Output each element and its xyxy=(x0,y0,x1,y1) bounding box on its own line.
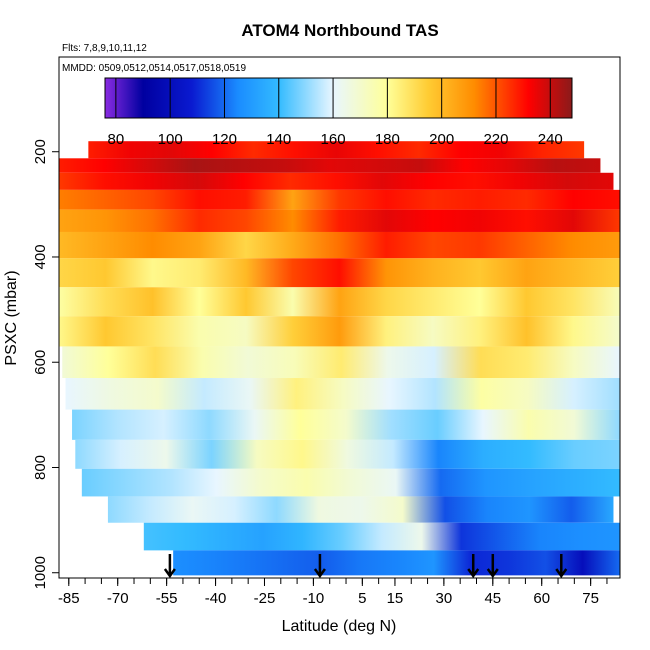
heatmap-band-485 xyxy=(59,287,620,317)
heatmap-band-720 xyxy=(72,409,620,440)
heatmap-band-600 xyxy=(62,346,620,379)
y-tick-label: 200 xyxy=(32,139,49,164)
x-axis-label: Latitude (deg N) xyxy=(282,618,397,635)
dates-subtitle: MMDD: 0509,0512,0514,0517,0518,0519 xyxy=(62,63,246,74)
heatmap-band-775 xyxy=(75,439,620,469)
x-tick-label: 5 xyxy=(358,590,366,607)
flights-subtitle: Flts: 7,8,9,10,11,12 xyxy=(62,43,147,54)
x-tick-label: 75 xyxy=(582,590,599,607)
colorbar-tick-label: 160 xyxy=(321,131,346,148)
x-tick-label: -25 xyxy=(254,590,276,607)
colorbar-tick-label: 120 xyxy=(212,131,237,148)
x-tick-label: -55 xyxy=(156,590,178,607)
colorbar-tick-label: 180 xyxy=(375,131,400,148)
x-tick-label: -70 xyxy=(107,590,129,607)
x-tick-label: 15 xyxy=(387,590,404,607)
colorbar-tick-label: 100 xyxy=(158,131,183,148)
colorbar-tick-label: 240 xyxy=(538,131,563,148)
x-tick-label: -85 xyxy=(58,590,80,607)
y-axis-label: PSXC (mbar) xyxy=(3,270,20,365)
heatmap-band-540 xyxy=(59,316,620,347)
heatmap-band-200 xyxy=(88,141,585,159)
latitude-arrows xyxy=(163,554,568,579)
y-tick-label: 1000 xyxy=(32,556,49,589)
y-tick-label: 400 xyxy=(32,244,49,269)
latitude-arrow xyxy=(313,554,326,579)
heatmap-bands xyxy=(59,141,620,576)
y-axis: 200 400 600 800 1000 xyxy=(32,139,59,589)
colorbar-tick-label: 140 xyxy=(266,131,291,148)
colorbar-gradient xyxy=(104,77,573,119)
y-tick-label: 800 xyxy=(32,455,49,480)
heatmap-band-830 xyxy=(81,468,620,497)
x-axis: -85 -70 -55 -40 -25 -10 5 15 30 45 60 75 xyxy=(58,578,608,607)
x-tick-label: -10 xyxy=(303,590,325,607)
x-tick-label: -40 xyxy=(205,590,227,607)
x-tick-label: 30 xyxy=(436,590,453,607)
latitude-arrow xyxy=(163,554,176,579)
heatmap-band-985 xyxy=(173,550,620,576)
colorbar-tick-label: 200 xyxy=(429,131,454,148)
heatmap-band-375 xyxy=(59,231,620,259)
heatmap-band-330 xyxy=(59,209,620,232)
x-tick-label: 45 xyxy=(484,590,501,607)
colorbar-tick-label: 80 xyxy=(108,131,125,148)
heatmap-band-660 xyxy=(65,378,620,410)
heatmap-band-880 xyxy=(107,496,614,523)
latitude-arrow xyxy=(486,554,499,579)
plot-frame xyxy=(58,56,621,579)
x-tick-label: 60 xyxy=(533,590,550,607)
heatmap-band-930 xyxy=(143,522,620,551)
colorbar-tick-label: 220 xyxy=(483,131,508,148)
latitude-arrow xyxy=(555,554,568,579)
heatmap-band-290 xyxy=(59,189,620,210)
heatmap-band-255 xyxy=(59,172,614,190)
heatmap-band-430 xyxy=(59,258,620,288)
heatmap-band-225 xyxy=(59,158,601,173)
colorbar: 80 100 120 140 160 180 200 220 240 xyxy=(104,77,573,148)
latitude-arrow xyxy=(467,554,480,579)
y-tick-label: 600 xyxy=(32,350,49,375)
chart-title: ATOM4 Northbound TAS xyxy=(241,21,438,40)
